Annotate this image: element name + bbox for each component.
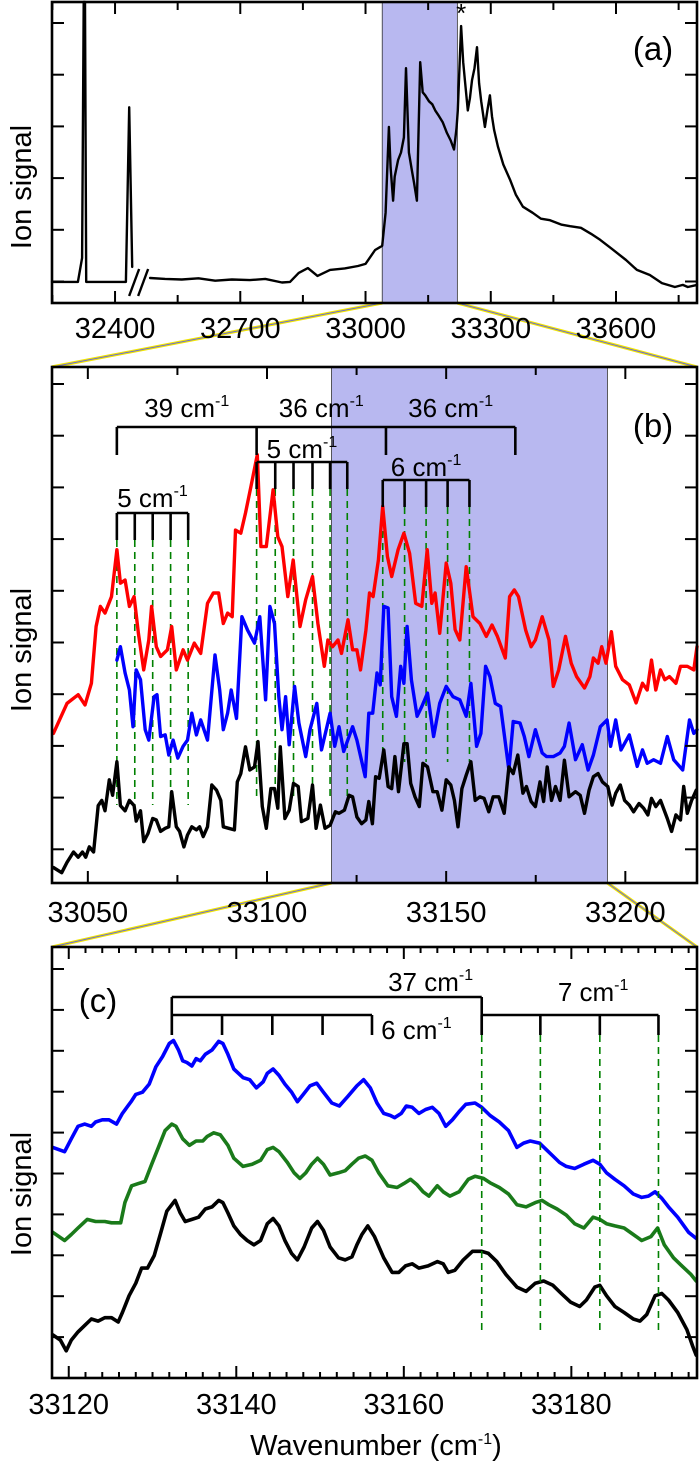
panel-label: (a) — [633, 30, 673, 67]
series-line-3 — [51, 739, 698, 875]
spacing-label-superscript: -1 — [479, 393, 493, 410]
x-tick-label: 33180 — [531, 1389, 612, 1421]
panel-label: (c) — [79, 982, 117, 1019]
spacing-label-text: 7 cm — [558, 977, 614, 1007]
spacing-label-superscript: -1 — [174, 483, 188, 500]
axis-break-mark — [137, 268, 150, 297]
spacing-label: 6 cm-1 — [381, 1015, 452, 1045]
x-tick-label: 33300 — [450, 313, 531, 345]
zoom-connector-line — [607, 882, 698, 948]
zoom-connector-line — [51, 302, 383, 368]
series-line-2 — [115, 604, 699, 779]
x-tick-label: 33050 — [48, 897, 129, 929]
x-tick-label: 33100 — [227, 897, 308, 929]
x-axis-title-text: Wavenumber (cm — [250, 1430, 478, 1462]
spacing-label-superscript: -1 — [350, 393, 364, 410]
y-axis-title: Ion signal — [6, 1132, 38, 1256]
x-tick-label: 33150 — [406, 897, 487, 929]
spacing-label-text: 36 cm — [279, 393, 350, 423]
x-tick-label: 33120 — [28, 1389, 109, 1421]
spacing-label-text: 39 cm — [144, 393, 215, 423]
zoom-connector-line — [457, 302, 698, 368]
x-axis-title: Wavenumber (cm-1) — [250, 1430, 502, 1462]
spacing-label-text: 5 cm — [267, 434, 323, 464]
y-axis-title: Ion signal — [6, 588, 38, 712]
spacing-label: 6 cm-1 — [391, 452, 462, 482]
spacing-label: 39 cm-1 — [144, 393, 229, 423]
x-tick-label: 32700 — [200, 313, 281, 345]
panel-a: * 32400 32700 33000 33300 33600 Ion signal (a) — [6, 0, 699, 345]
series-line-1 — [50, 0, 699, 289]
panel-label: (b) — [633, 407, 673, 444]
x-tick-label: 33160 — [363, 1389, 444, 1421]
series-line-1 — [51, 1038, 698, 1241]
zoom-connector-line — [51, 882, 332, 948]
peak-asterisk: * — [456, 0, 466, 28]
axis-break-mark — [128, 268, 141, 297]
spacing-label: 5 cm-1 — [267, 434, 338, 464]
plot-frame — [50, 0, 699, 305]
x-tick-label: 33140 — [196, 1389, 277, 1421]
spacing-label-superscript: -1 — [323, 434, 337, 451]
guide-lines — [480, 1035, 660, 1332]
zoom-connectors — [51, 301, 698, 949]
spacing-label-superscript: -1 — [437, 1015, 451, 1032]
spacing-label: 37 cm-1 — [388, 967, 473, 997]
spacing-label-superscript: -1 — [447, 452, 461, 469]
series-line-1 — [51, 453, 699, 736]
panel-b: 39 cm-1 36 cm-1 36 cm-15 cm-15 cm-16 cm-13… — [6, 365, 699, 929]
x-axis-title-superscript: -1 — [478, 1431, 492, 1448]
x-tick-label: 32400 — [75, 313, 156, 345]
x-tick-label: 33600 — [576, 313, 657, 345]
spacing-label-text: 6 cm — [391, 452, 447, 482]
plot-frame — [50, 365, 699, 885]
spacing-label-superscript: -1 — [215, 393, 229, 410]
y-axis-title: Ion signal — [6, 125, 38, 249]
spacing-label-superscript: -1 — [614, 977, 628, 994]
spacing-label: 7 cm-1 — [558, 977, 629, 1007]
spacing-label-text: 37 cm — [388, 967, 459, 997]
series-line-2 — [51, 1122, 698, 1283]
x-axis-title-tail: ) — [492, 1430, 502, 1462]
x-tick-label: 33200 — [585, 897, 666, 929]
spacing-label-text: 5 cm — [117, 483, 173, 513]
plot-frame — [50, 945, 699, 1380]
series-line-3 — [51, 1198, 698, 1357]
spacing-label: 36 cm-1 — [408, 393, 493, 423]
spacing-label-superscript: -1 — [459, 967, 473, 984]
spacing-label-text: 6 cm — [381, 1015, 437, 1045]
spacing-label: 5 cm-1 — [117, 483, 188, 513]
x-tick-label: 33000 — [325, 313, 406, 345]
highlight-region — [381, 1, 458, 304]
spacing-label-text: 36 cm — [408, 393, 479, 423]
spacing-label: 36 cm-1 — [279, 393, 364, 423]
